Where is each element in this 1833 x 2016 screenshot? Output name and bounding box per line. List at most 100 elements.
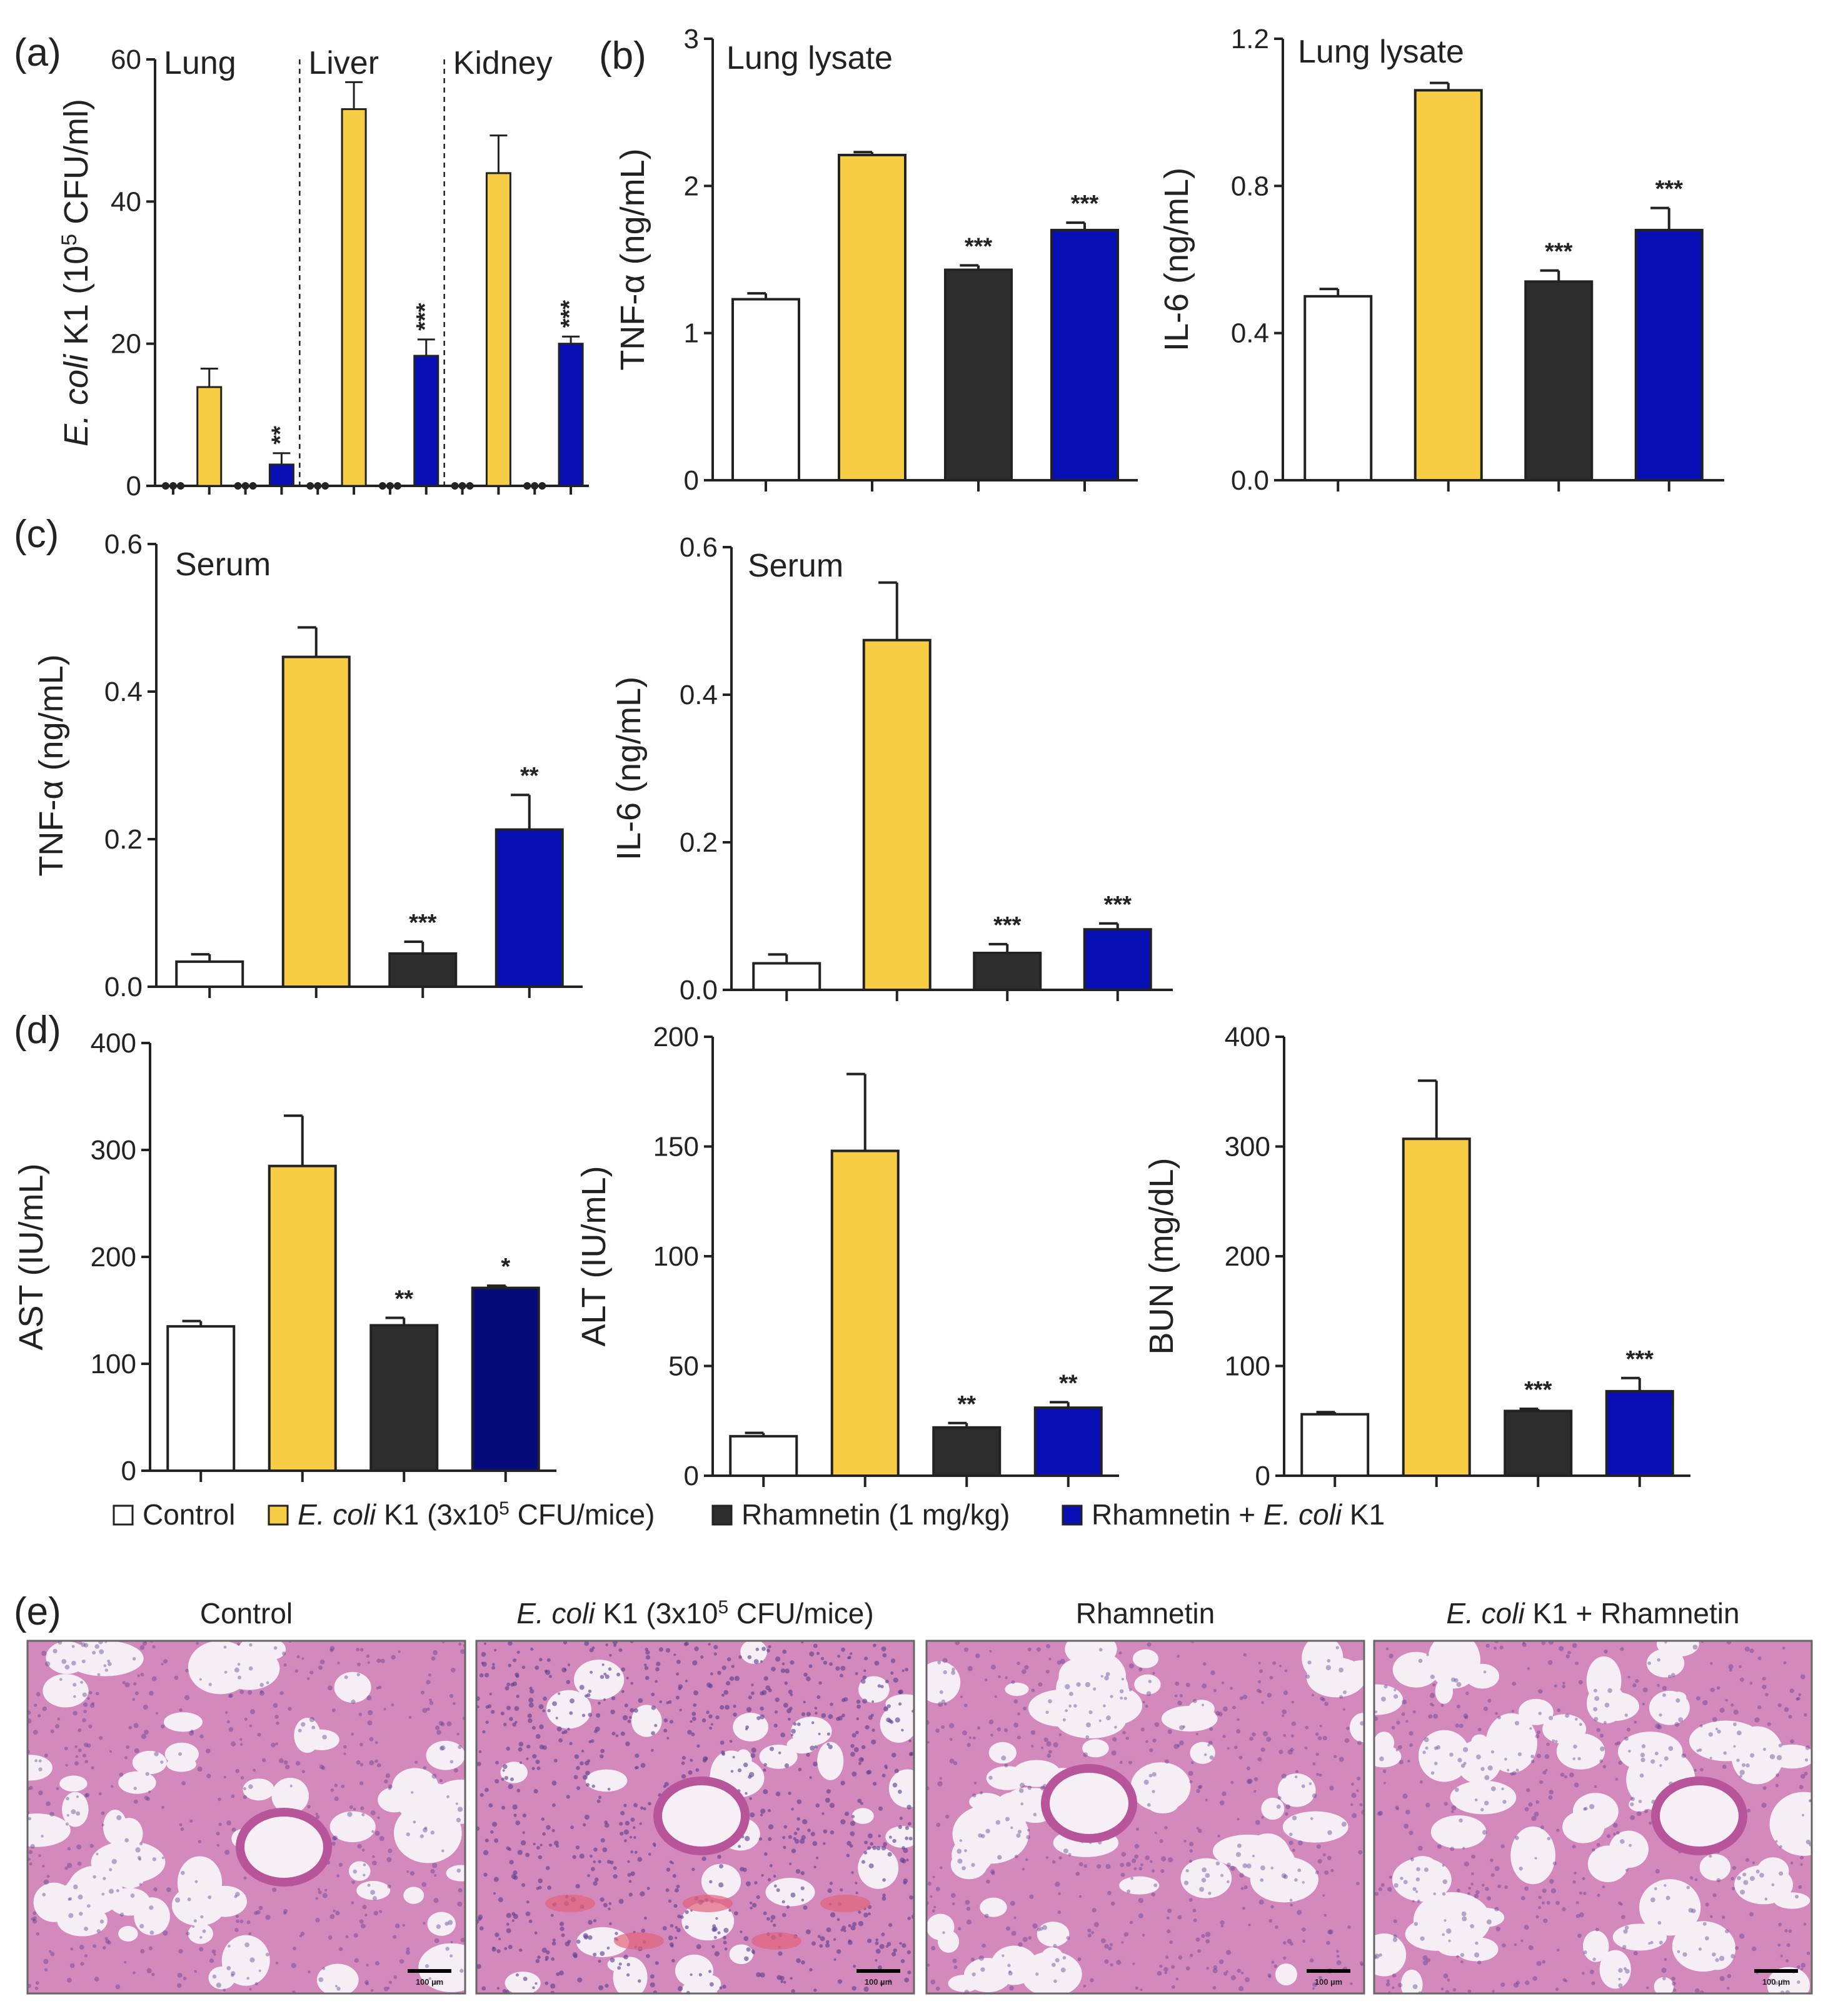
nucleus xyxy=(593,1952,597,1957)
nucleus xyxy=(1202,1867,1207,1873)
nucleus xyxy=(690,1758,693,1762)
y-tick-label: 0.4 xyxy=(1231,318,1269,349)
nucleus xyxy=(55,1724,59,1729)
nucleus xyxy=(343,1745,347,1749)
nucleus xyxy=(1434,1746,1438,1750)
nucleus xyxy=(708,1643,711,1646)
nucleus xyxy=(1135,1986,1138,1990)
nucleus xyxy=(1412,1710,1416,1714)
nucleus xyxy=(1324,1870,1329,1875)
y-tick-label: 400 xyxy=(91,1028,136,1059)
nucleus xyxy=(720,1740,725,1745)
nucleus xyxy=(851,1733,856,1738)
significance-label: *** xyxy=(965,233,993,260)
nucleus xyxy=(863,1656,868,1661)
nucleus xyxy=(334,1783,338,1788)
nucleus xyxy=(1689,1876,1694,1880)
nucleus xyxy=(249,1643,253,1647)
nucleus xyxy=(116,1815,122,1820)
nucleus xyxy=(1759,1873,1764,1878)
nucleus xyxy=(795,1868,801,1874)
nucleus xyxy=(1719,1976,1725,1982)
nucleus xyxy=(546,1825,551,1830)
nucleus xyxy=(103,1664,107,1668)
nucleus xyxy=(1235,1852,1241,1857)
nucleus xyxy=(1515,1980,1520,1985)
nucleus xyxy=(1318,1975,1322,1980)
nucleus xyxy=(941,1699,946,1704)
nucleus xyxy=(506,1928,511,1933)
nucleus xyxy=(840,1673,843,1678)
nucleus xyxy=(675,1936,678,1940)
nucleus xyxy=(1396,1807,1399,1811)
nucleus xyxy=(531,1726,536,1730)
nucleus xyxy=(1554,1684,1557,1688)
nucleus xyxy=(588,1920,593,1925)
nucleus xyxy=(440,1745,446,1751)
hemorrhage xyxy=(545,1895,595,1912)
alveolus xyxy=(927,1913,955,1940)
nucleus xyxy=(645,1676,650,1680)
hemorrhage xyxy=(614,1932,664,1950)
nucleus xyxy=(49,1950,52,1953)
chart-title: Serum xyxy=(175,547,271,583)
nucleus xyxy=(871,1700,875,1703)
nucleus xyxy=(1208,1892,1212,1895)
nucleus xyxy=(1726,1987,1730,1990)
nucleus xyxy=(1397,1983,1403,1988)
nucleus xyxy=(1065,1684,1070,1690)
nucleus xyxy=(1163,1967,1168,1972)
alveolus xyxy=(888,1769,914,1808)
nucleus xyxy=(628,1880,632,1883)
y-tick-label: 20 xyxy=(111,329,141,360)
nucleus xyxy=(881,1896,886,1901)
nucleus xyxy=(1797,1696,1800,1701)
nucleus xyxy=(836,1716,840,1721)
nucleus xyxy=(795,1838,800,1844)
nucleus xyxy=(1613,1832,1616,1836)
nucleus xyxy=(1497,1715,1501,1720)
nucleus xyxy=(128,1726,133,1730)
nucleus xyxy=(322,1735,327,1740)
nucleus xyxy=(945,1814,950,1819)
nucleus xyxy=(1495,1926,1501,1932)
nucleus xyxy=(717,1670,721,1675)
nucleus xyxy=(71,1809,76,1815)
nucleus xyxy=(81,1642,86,1647)
nucleus xyxy=(980,1791,983,1795)
nucleus xyxy=(1175,1681,1180,1686)
nucleus xyxy=(370,1988,374,1992)
nucleus xyxy=(1258,1690,1262,1693)
nucleus xyxy=(760,1808,766,1814)
nucleus xyxy=(522,1813,527,1818)
legend-swatch xyxy=(1062,1504,1083,1526)
nucleus xyxy=(698,1973,703,1977)
nucleus xyxy=(388,1848,393,1853)
nucleus xyxy=(502,1769,505,1772)
nucleus xyxy=(605,1983,609,1988)
nucleus xyxy=(1004,1763,1008,1768)
nucleus xyxy=(33,1730,38,1735)
nucleus xyxy=(864,1840,868,1845)
nucleus xyxy=(611,1731,616,1736)
alveolus xyxy=(765,1878,815,1907)
nucleus xyxy=(748,1695,752,1700)
nucleus xyxy=(331,1842,336,1846)
nucleus xyxy=(1789,1688,1794,1693)
nucleus xyxy=(1243,1885,1248,1890)
nucleus xyxy=(34,1987,39,1990)
nucleus xyxy=(878,1834,881,1838)
nucleus xyxy=(758,1837,763,1841)
nucleus xyxy=(1178,1955,1183,1960)
significance-label: *** xyxy=(1524,1377,1552,1403)
bar xyxy=(268,463,294,487)
nucleus xyxy=(1426,1653,1429,1656)
nucleus xyxy=(1542,1770,1547,1775)
nucleus xyxy=(561,1933,565,1937)
nucleus xyxy=(506,1705,511,1711)
nucleus xyxy=(235,1769,239,1773)
nucleus xyxy=(718,1882,724,1888)
nucleus xyxy=(773,1874,776,1878)
nucleus xyxy=(1544,1754,1550,1759)
